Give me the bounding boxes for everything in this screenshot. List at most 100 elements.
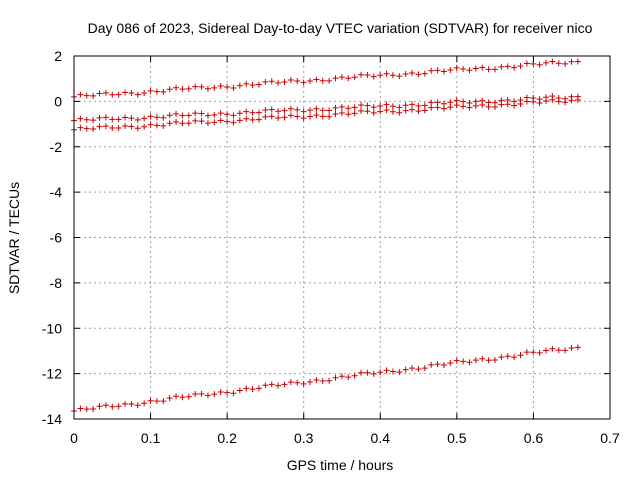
data-point: [447, 66, 454, 73]
data-point: [166, 395, 173, 402]
data-point: [128, 400, 135, 407]
data-point: [141, 90, 148, 97]
data-point: [262, 113, 269, 120]
data-point: [77, 91, 84, 98]
data-series: [71, 58, 581, 415]
x-tick-label: 0.2: [217, 430, 237, 446]
data-point: [511, 354, 518, 361]
data-point: [224, 111, 231, 118]
data-point: [268, 78, 275, 85]
data-point: [351, 372, 358, 379]
data-point: [141, 400, 148, 407]
data-point: [134, 125, 141, 132]
data-point: [530, 349, 537, 356]
data-point: [434, 361, 441, 368]
data-point: [447, 104, 454, 111]
data-point: [262, 78, 269, 85]
data-point: [351, 74, 358, 81]
data-point: [307, 107, 314, 114]
data-point: [179, 394, 186, 401]
data-point: [83, 92, 90, 99]
data-point: [236, 110, 243, 117]
data-point: [211, 84, 218, 91]
axis-ticks: [73, 55, 611, 420]
data-point: [504, 101, 511, 108]
x-tick-labels: 0 0.1 0.2 0.3 0.4 0.5 0.6 0.7: [70, 430, 620, 446]
data-point: [160, 398, 167, 405]
data-point: [555, 98, 562, 105]
data-point: [128, 90, 135, 97]
data-point: [466, 104, 473, 111]
data-point: [447, 360, 454, 367]
x-tick-label: 0.6: [524, 430, 544, 446]
data-point: [472, 357, 479, 364]
data-point: [549, 96, 556, 103]
data-point: [153, 122, 160, 129]
data-point: [568, 344, 575, 351]
data-point: [204, 112, 211, 119]
data-point: [332, 104, 339, 111]
data-point: [434, 67, 441, 74]
data-point: [402, 107, 409, 114]
data-point: [255, 116, 262, 123]
data-point: [338, 103, 345, 110]
data-point: [409, 101, 416, 108]
data-point: [338, 373, 345, 380]
y-tick-label: -8: [50, 275, 63, 291]
data-point: [255, 109, 262, 116]
data-point: [217, 117, 224, 124]
data-point: [294, 78, 301, 85]
data-point: [351, 104, 358, 111]
y-tick-label: -14: [42, 411, 62, 427]
data-point: [300, 108, 307, 115]
data-point: [568, 58, 575, 65]
x-tick-label: 0.4: [371, 430, 391, 446]
data-point: [396, 104, 403, 111]
y-tick-label: -10: [42, 320, 62, 336]
data-point: [109, 116, 116, 123]
data-point: [268, 381, 275, 388]
data-point: [421, 70, 428, 77]
data-point: [466, 359, 473, 366]
data-point: [345, 374, 352, 381]
data-point: [313, 377, 320, 384]
data-point: [453, 102, 460, 109]
data-point: [115, 91, 122, 98]
data-point: [166, 86, 173, 93]
data-point: [479, 355, 486, 362]
data-point: [185, 112, 192, 119]
data-point: [134, 91, 141, 98]
data-point: [383, 101, 390, 108]
data-point: [472, 65, 479, 72]
data-point: [90, 117, 97, 124]
data-point: [224, 83, 231, 90]
data-point: [243, 108, 250, 115]
data-point: [562, 99, 569, 106]
data-point: [517, 352, 524, 359]
data-point: [421, 102, 428, 109]
data-point: [249, 116, 256, 123]
x-tick-label: 0: [70, 430, 78, 446]
data-point: [179, 120, 186, 127]
data-point: [523, 98, 530, 105]
data-point: [243, 115, 250, 122]
data-point: [185, 85, 192, 92]
data-point: [198, 83, 205, 90]
data-point: [243, 80, 250, 87]
data-point: [255, 385, 262, 392]
data-point: [198, 110, 205, 117]
data-point: [364, 72, 371, 79]
x-tick-label: 0.7: [600, 430, 620, 446]
data-point: [102, 402, 109, 409]
data-point: [460, 66, 467, 73]
data-point: [409, 365, 416, 372]
data-point: [511, 102, 518, 109]
data-point: [122, 400, 129, 407]
data-point: [549, 345, 556, 352]
y-tick-label: 2: [54, 48, 62, 64]
data-point: [345, 75, 352, 82]
data-point: [543, 347, 550, 354]
series-satellite-b: [71, 93, 581, 124]
data-point: [409, 106, 416, 113]
data-point: [428, 361, 435, 368]
